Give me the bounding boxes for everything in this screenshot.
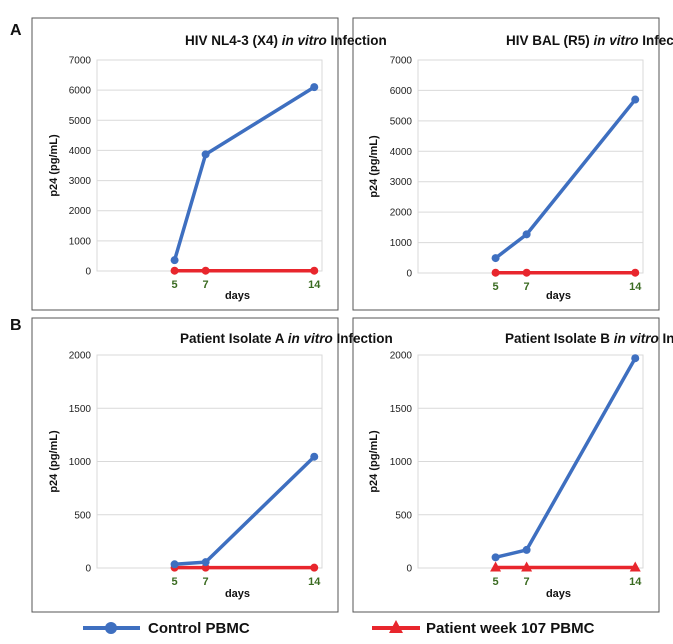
- y-tick-label: 2000: [69, 351, 92, 362]
- y-tick-label: 2000: [390, 208, 413, 219]
- y-tick-label: 7000: [69, 56, 92, 67]
- data-point-patient-week-107-pbmc: [631, 268, 640, 277]
- data-point-control-pbmc: [522, 230, 531, 239]
- y-tick-label: 0: [406, 269, 412, 280]
- data-point-patient-week-107-pbmc: [310, 563, 319, 572]
- y-tick-label: 1500: [390, 404, 413, 415]
- data-point-patient-week-107-pbmc: [629, 561, 641, 572]
- legend: Control PBMC Patient week 107 PBMC: [83, 620, 595, 637]
- x-tick-label: 7: [524, 576, 530, 588]
- y-axis-label: p24 (pg/mL): [368, 135, 380, 198]
- x-tick-label: 14: [308, 279, 321, 291]
- chart-frame-nl43: [31, 17, 339, 311]
- x-axis-label: days: [225, 588, 250, 600]
- legend-label-patient: Patient week 107 PBMC: [426, 620, 595, 637]
- y-axis-label: p24 (pg/mL): [368, 430, 380, 493]
- data-point-control-pbmc: [310, 452, 319, 461]
- y-tick-label: 7000: [390, 56, 413, 67]
- y-tick-label: 3000: [69, 176, 92, 187]
- y-tick-label: 0: [85, 564, 91, 575]
- data-point-control-pbmc: [201, 558, 210, 567]
- x-axis-label: days: [546, 290, 571, 302]
- x-axis-label: days: [225, 290, 250, 302]
- y-tick-label: 1000: [69, 457, 92, 468]
- x-tick-label: 7: [203, 279, 209, 291]
- data-point-control-pbmc: [631, 95, 640, 104]
- y-tick-label: 0: [406, 564, 412, 575]
- data-point-patient-week-107-pbmc: [491, 268, 500, 277]
- x-tick-label: 7: [203, 576, 209, 588]
- panel-label-a: A: [10, 22, 22, 39]
- chart-title: Patient Isolate A in vitro Infection: [180, 331, 393, 346]
- y-tick-label: 4000: [69, 146, 92, 157]
- data-point-control-pbmc: [491, 553, 500, 562]
- chart-frame-isolate-a: [31, 317, 339, 613]
- chart-frame-isolate-b: [352, 317, 660, 613]
- chart-title: HIV NL4-3 (X4) in vitro Infection: [185, 33, 387, 48]
- y-tick-label: 1500: [69, 404, 92, 415]
- data-point-control-pbmc: [522, 545, 531, 554]
- data-point-control-pbmc: [201, 150, 210, 159]
- y-tick-label: 1000: [390, 238, 413, 249]
- y-tick-label: 500: [395, 510, 412, 521]
- y-tick-label: 1000: [390, 457, 413, 468]
- chart-title: HIV BAL (R5) in vitro Infection: [506, 33, 673, 48]
- data-point-patient-week-107-pbmc: [521, 561, 533, 572]
- x-tick-label: 5: [493, 576, 499, 588]
- chart-frame-bal: [352, 17, 660, 311]
- x-axis-label: days: [546, 588, 571, 600]
- x-tick-label: 14: [629, 281, 642, 293]
- x-tick-label: 5: [172, 576, 178, 588]
- data-point-control-pbmc: [491, 254, 500, 263]
- data-point-control-pbmc: [310, 83, 319, 92]
- panel-label-b: B: [10, 317, 22, 334]
- data-point-control-pbmc: [631, 354, 640, 363]
- y-tick-label: 5000: [390, 116, 413, 127]
- data-point-control-pbmc: [170, 256, 179, 265]
- x-tick-label: 14: [308, 576, 321, 588]
- chart-nl43: 0 1000 2000 3000 4000 5000 6000 7000 5 7 14 days p24…: [48, 33, 387, 302]
- y-axis-label: p24 (pg/mL): [48, 134, 60, 197]
- data-point-patient-week-107-pbmc: [522, 268, 531, 277]
- x-tick-label: 14: [629, 576, 642, 588]
- data-point-patient-week-107-pbmc: [201, 266, 210, 275]
- y-tick-label: 4000: [390, 147, 413, 158]
- y-tick-label: 0: [85, 267, 91, 278]
- legend-marker-patient: [389, 620, 403, 633]
- x-tick-label: 5: [493, 281, 499, 293]
- y-tick-label: 2000: [69, 206, 92, 217]
- y-tick-label: 3000: [390, 177, 413, 188]
- chart-isolate-a: 0 500 1000 1500 2000 5 7 14 days p24 (pg/mL) Patie…: [48, 331, 393, 600]
- data-point-patient-week-107-pbmc: [170, 266, 179, 275]
- chart-title: Patient Isolate B in vitro Infection: [505, 331, 673, 346]
- legend-marker-control: [105, 622, 117, 634]
- y-tick-label: 1000: [69, 236, 92, 247]
- y-tick-label: 2000: [390, 351, 413, 362]
- chart-bal: 0 1000 2000 3000 4000 5000 6000 7000 5 7 14 days p24…: [368, 33, 673, 302]
- y-tick-label: 500: [74, 510, 91, 521]
- legend-label-control: Control PBMC: [148, 620, 250, 637]
- y-tick-label: 6000: [390, 86, 413, 97]
- chart-isolate-b: 0 500 1000 1500 2000 5 7 14 days p24 (pg/mL) Patie…: [368, 331, 673, 600]
- x-tick-label: 5: [172, 279, 178, 291]
- data-point-control-pbmc: [170, 560, 179, 569]
- y-axis-label: p24 (pg/mL): [48, 430, 60, 493]
- x-tick-label: 7: [524, 281, 530, 293]
- data-point-patient-week-107-pbmc: [201, 563, 210, 572]
- y-tick-label: 5000: [69, 116, 92, 127]
- y-tick-label: 6000: [69, 86, 92, 97]
- data-point-patient-week-107-pbmc: [490, 561, 502, 572]
- data-point-patient-week-107-pbmc: [310, 266, 319, 275]
